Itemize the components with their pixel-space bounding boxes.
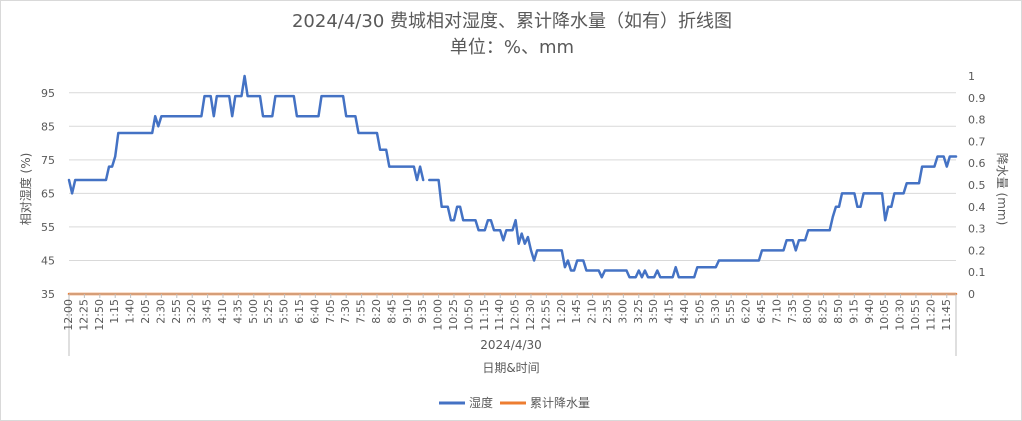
x-tick-label: 5:50 — [278, 299, 291, 324]
x-tick-label: 2:55 — [170, 299, 183, 324]
y-right-tick-label: 0.4 — [968, 201, 986, 214]
x-tick-label: 1:20 — [555, 299, 568, 324]
series-lines — [67, 74, 958, 296]
x-tick-label: 12:30 — [524, 299, 537, 331]
x-tick-label: 9:40 — [863, 299, 876, 324]
chart-subtitle: 单位：%、mm — [449, 37, 575, 58]
x-tick-label: 11:45 — [940, 299, 953, 331]
x-tick-label: 8:50 — [832, 299, 845, 324]
x-tick-label: 5:30 — [709, 299, 722, 324]
x-tick-label: 5:55 — [724, 299, 737, 324]
x-tick-label: 8:00 — [801, 299, 814, 324]
y-left-tick-label: 95 — [41, 87, 55, 100]
y-right-tick-label: 0.6 — [968, 157, 986, 170]
x-tick-label: 9:10 — [401, 299, 414, 324]
x-tick-label: 6:15 — [293, 299, 306, 324]
y-right-tick-label: 1 — [968, 70, 975, 83]
x-tick-label: 2:10 — [586, 299, 599, 324]
y-right-tick-label: 0.8 — [968, 114, 986, 127]
x-tick-label: 10:30 — [894, 299, 907, 331]
x-tick-label: 5:25 — [262, 299, 275, 324]
y-right-tick-label: 0.2 — [968, 244, 986, 257]
x-tick-label: 4:10 — [216, 299, 229, 324]
series-line-湿度 — [67, 74, 958, 279]
x-tick-label: 3:25 — [632, 299, 645, 324]
x-tick-label: 2:30 — [154, 299, 167, 324]
x-tick-label: 3:45 — [201, 299, 214, 324]
x-tick-label: 8:20 — [370, 299, 383, 324]
x-tick-label: 7:05 — [324, 299, 337, 324]
x-tick-label: 12:00 — [62, 299, 75, 331]
y-left-tick-label: 75 — [41, 154, 55, 167]
x-tick-label: 12:25 — [77, 299, 90, 331]
y-right-tick-label: 0.9 — [968, 92, 986, 105]
x-tick-label: 1:45 — [570, 299, 583, 324]
x-tick-label: 10:00 — [432, 299, 445, 331]
x-tick-label: 9:15 — [847, 299, 860, 324]
x-tick-label: 1:15 — [108, 299, 121, 324]
x-tick-label: 10:50 — [462, 299, 475, 331]
x-tick-label: 7:10 — [770, 299, 783, 324]
y-left-tick-label: 65 — [41, 187, 55, 200]
x-tick-label: 8:45 — [385, 299, 398, 324]
x-tick-label: 11:20 — [924, 299, 937, 331]
x-tick-label: 1:40 — [124, 299, 137, 324]
y-right-tick-label: 0.1 — [968, 266, 986, 279]
x-tick-label: 10:25 — [447, 299, 460, 331]
x-tick-label: 2:35 — [601, 299, 614, 324]
chart-title: 2024/4/30 费城相对湿度、累计降水量（如有）折线图 — [291, 11, 732, 32]
y-axis-left-title: 相对湿度 (%) — [18, 153, 33, 226]
x-tick-label: 3:50 — [647, 299, 660, 324]
x-tick-label: 11:40 — [493, 299, 506, 331]
legend-label-precipitation: 累计降水量 — [530, 396, 590, 410]
y-axis-right-title: 降水量 (mm) — [995, 153, 1009, 226]
x-axis-title: 日期&时间 — [482, 361, 539, 375]
x-tick-label: 7:35 — [786, 299, 799, 324]
y-left-tick-label: 55 — [41, 221, 55, 234]
y-right-tick-label: 0.5 — [968, 179, 986, 192]
x-tick-label: 9:35 — [416, 299, 429, 324]
x-tick-label: 6:45 — [755, 299, 768, 324]
x-tick-label: 10:05 — [878, 299, 891, 331]
y-left-tick-label: 35 — [41, 288, 55, 301]
x-tick-label: 4:35 — [231, 299, 244, 324]
x-tick-label: 12:55 — [539, 299, 552, 331]
y-left-tick-label: 45 — [41, 254, 55, 267]
x-tick-label: 5:05 — [693, 299, 706, 324]
x-tick-label: 2:05 — [139, 299, 152, 324]
axes: 35 45 55 65 75 85 95 0 0.1 0.2 0.3 0.4 0.5 0.6 0.7 0.8 0… — [41, 70, 986, 356]
y-left-tick-label: 85 — [41, 120, 55, 133]
gridlines — [69, 92, 956, 295]
y-right-tick-label: 0 — [968, 288, 975, 301]
x-tick-label: 5:00 — [247, 299, 260, 324]
legend-label-humidity: 湿度 — [469, 395, 493, 410]
y-right-tick-label: 0.7 — [968, 135, 986, 148]
legend: 湿度 累计降水量 — [439, 395, 590, 410]
x-tick-label: 6:20 — [740, 299, 753, 324]
x-tick-label: 3:00 — [616, 299, 629, 324]
x-tick-label: 6:40 — [308, 299, 321, 324]
x-tick-label: 11:15 — [478, 299, 491, 331]
x-tick-label: 8:25 — [817, 299, 830, 324]
x-tick-label: 7:55 — [355, 299, 368, 324]
y-right-tick-label: 0.3 — [968, 223, 986, 236]
x-tick-label: 10:55 — [909, 299, 922, 331]
x-axis-group-label: 2024/4/30 — [480, 338, 542, 352]
x-tick-label: 4:40 — [678, 299, 691, 324]
x-tick-label: 3:20 — [185, 299, 198, 324]
x-tick-label: 7:30 — [339, 299, 352, 324]
x-tick-label: 12:05 — [509, 299, 522, 331]
x-tick-label: 4:15 — [663, 299, 676, 324]
x-tick-label: 12:50 — [93, 299, 106, 331]
